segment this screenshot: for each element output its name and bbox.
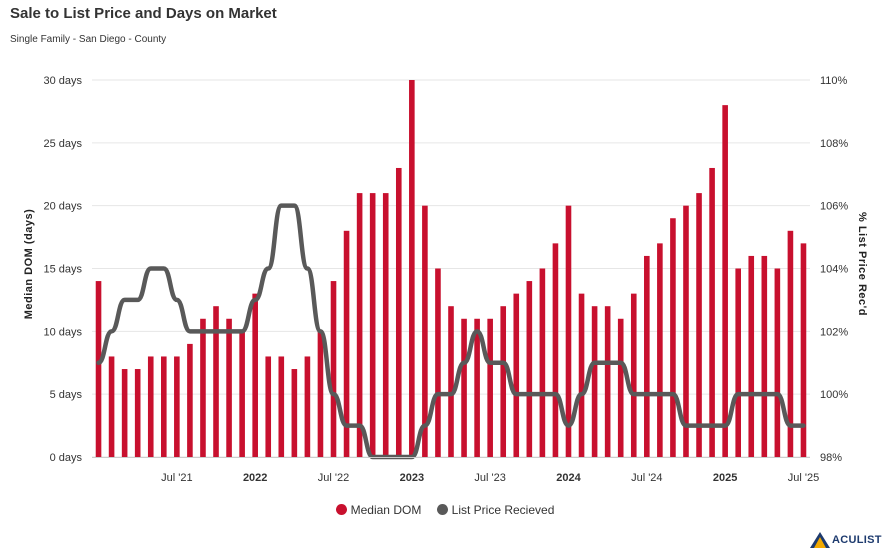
x-tick-label: Jul '23 [474, 472, 505, 484]
median-dom-bar [474, 318, 480, 457]
median-dom-bar [617, 318, 624, 457]
x-tick-label: Jul '24 [631, 472, 662, 484]
legend: Median DOM List Price Recieved [0, 503, 890, 517]
median-dom-bar [709, 167, 715, 457]
combo-chart: 0 days 5 days 10 days 15 days 20 days 25 days… [23, 75, 868, 484]
median-dom-bar [343, 230, 350, 457]
left-tick-label: 0 days [50, 452, 83, 464]
legend-item-list-price[interactable]: List Price Recieved [436, 503, 555, 517]
x-tick-label: 2024 [556, 472, 581, 484]
median-dom-bar [187, 343, 193, 457]
median-dom-bar [422, 205, 428, 457]
median-dom-bar [200, 318, 206, 457]
median-dom-bar [774, 268, 781, 457]
right-tick-label: 102% [820, 326, 848, 338]
median-dom-bar [578, 293, 585, 457]
median-dom-bar [108, 356, 115, 457]
x-tick-label: Jul '25 [788, 472, 819, 484]
median-dom-bar [147, 356, 154, 457]
right-tick-label: 98% [820, 452, 842, 464]
legend-label-list-price: List Price Recieved [451, 503, 555, 517]
median-dom-bar [382, 193, 389, 457]
median-dom-bar [291, 369, 298, 457]
x-tick-label: 2025 [713, 472, 737, 484]
median-dom-bar [369, 193, 376, 457]
median-dom-bar [565, 205, 572, 457]
left-tick-label: 15 days [43, 264, 82, 276]
right-tick-label: 100% [820, 389, 848, 401]
median-dom-bar [330, 281, 337, 457]
x-tick-label: 2022 [243, 472, 267, 484]
list-price-line [96, 203, 806, 460]
median-dom-bar [409, 80, 415, 457]
left-tick-label: 30 days [43, 75, 82, 87]
median-dom-bar [161, 356, 167, 457]
median-dom-bar [800, 243, 807, 457]
left-axis-title: Median DOM (days) [23, 209, 35, 320]
median-dom-bar [317, 331, 324, 457]
left-tick-label: 20 days [43, 201, 82, 213]
median-dom-bar [683, 205, 689, 457]
median-dom-bar [487, 318, 493, 457]
median-dom-bars [95, 80, 807, 457]
list-price-line-layer [96, 203, 806, 460]
median-dom-bar [526, 281, 533, 457]
right-tick-label: 110% [820, 75, 848, 87]
median-dom-bar [761, 255, 768, 457]
median-dom-bar [461, 318, 467, 457]
median-dom-bar [252, 293, 258, 457]
median-dom-bar [591, 306, 598, 457]
median-dom-bar [670, 218, 676, 457]
median-dom-bar [265, 356, 272, 457]
median-dom-bar [134, 369, 141, 457]
right-axis-title: % List Price Rec'd [856, 212, 868, 316]
median-dom-bar [604, 306, 611, 457]
left-tick-label: 25 days [43, 138, 82, 150]
median-dom-bar [395, 167, 402, 457]
x-tick-label: Jul '21 [161, 472, 192, 484]
left-y-axis: 0 days 5 days 10 days 15 days 20 days 25 days… [43, 75, 82, 464]
right-tick-label: 106% [820, 201, 848, 213]
median-dom-bar [644, 255, 650, 457]
median-dom-bar [213, 306, 219, 457]
x-axis: Jul '21 2022 Jul '22 2023 Jul '23 2024 Jul '24… [92, 457, 819, 484]
legend-marker-list-price [436, 504, 448, 515]
median-dom-bar [304, 356, 311, 457]
median-dom-bar [435, 268, 441, 457]
median-dom-bar [356, 193, 363, 457]
left-tick-label: 5 days [50, 389, 83, 401]
median-dom-bar [448, 306, 454, 457]
median-dom-bar [657, 243, 663, 457]
right-y-axis: 98% 100% 102% 104% 106% 108% 110% [820, 75, 848, 464]
median-dom-bar [226, 318, 232, 457]
median-dom-bar [748, 255, 755, 457]
median-dom-bar [722, 105, 728, 457]
chart-title: Sale to List Price and Days on Market [10, 5, 277, 22]
median-dom-bar [696, 193, 702, 457]
median-dom-bar [239, 331, 245, 457]
chart-subtitle: Single Family - San Diego - County [10, 34, 167, 45]
median-dom-bar [735, 268, 741, 457]
median-dom-bar [278, 356, 285, 457]
legend-label-median-dom: Median DOM [350, 503, 422, 517]
x-tick-label: Jul '22 [318, 472, 349, 484]
median-dom-bar [513, 293, 520, 457]
left-tick-label: 10 days [43, 326, 82, 338]
aculist-logo: ACULIST [810, 532, 882, 548]
median-dom-bar [539, 268, 546, 457]
right-tick-label: 104% [820, 264, 848, 276]
median-dom-bar [500, 306, 507, 457]
right-tick-label: 108% [820, 138, 848, 150]
legend-item-median-dom[interactable]: Median DOM [335, 503, 422, 517]
median-dom-bar [174, 356, 180, 457]
median-dom-bar [121, 369, 128, 457]
x-tick-label: 2023 [400, 472, 424, 484]
median-dom-bar [787, 230, 794, 457]
legend-marker-median-dom [335, 504, 347, 515]
median-dom-bar [95, 281, 102, 457]
median-dom-bar [552, 243, 559, 457]
logo-mark-icon [810, 532, 830, 548]
median-dom-bar [630, 293, 637, 457]
logo-text: ACULIST [832, 534, 882, 546]
